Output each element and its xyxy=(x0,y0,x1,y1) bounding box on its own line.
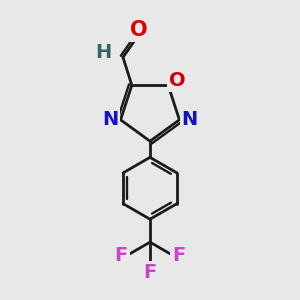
Text: F: F xyxy=(115,246,128,265)
Text: H: H xyxy=(96,43,112,62)
Text: N: N xyxy=(102,110,119,129)
Text: F: F xyxy=(172,246,185,265)
Text: O: O xyxy=(130,20,148,40)
Text: O: O xyxy=(169,71,186,90)
Text: N: N xyxy=(182,110,198,129)
Text: F: F xyxy=(143,263,157,282)
